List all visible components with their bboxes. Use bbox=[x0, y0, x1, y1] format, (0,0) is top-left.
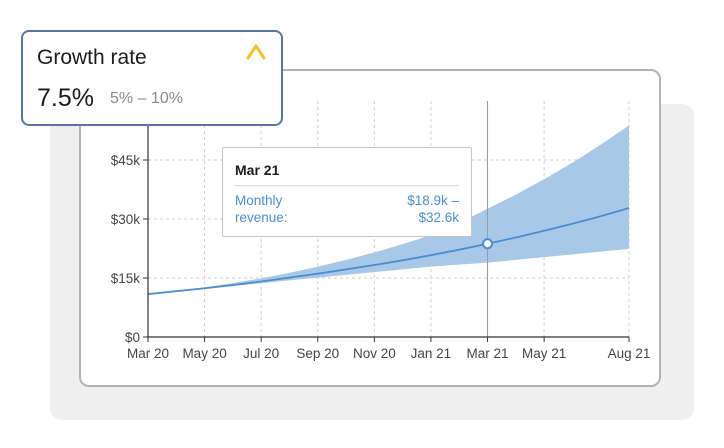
x-tick-label: Mar 21 bbox=[467, 346, 509, 361]
chart-tooltip: Mar 21 Monthly revenue: $18.9k – $32.6k bbox=[222, 147, 472, 237]
series-line bbox=[147, 207, 630, 296]
growth-rate-title: Growth rate bbox=[37, 46, 147, 69]
x-tick-label: Nov 20 bbox=[353, 346, 396, 361]
y-tick-label: $30k bbox=[111, 212, 141, 227]
x-tick-label: Jan 21 bbox=[411, 346, 452, 361]
tooltip-label: Monthly revenue: bbox=[235, 192, 325, 226]
tooltip-date: Mar 21 bbox=[235, 162, 280, 178]
x-tick-label: May 21 bbox=[522, 346, 566, 361]
tooltip-divider bbox=[235, 185, 459, 186]
revenue-chart[interactable]: $0 $15k $30k $45k Mar 20 May 20 Jul 20 Sep 20 No… bbox=[81, 71, 663, 389]
y-tick-label: $45k bbox=[111, 153, 141, 168]
tooltip-value-line2: $32.6k bbox=[418, 210, 459, 225]
growth-rate-range: 5% – 10% bbox=[110, 90, 183, 107]
y-tick-label: $0 bbox=[125, 330, 140, 345]
y-tick-label: $15k bbox=[111, 271, 141, 286]
tooltip-label-line1: Monthly bbox=[235, 193, 283, 208]
x-tick-label: Jul 20 bbox=[243, 346, 279, 361]
x-tick-label: Sep 20 bbox=[296, 346, 339, 361]
tooltip-value: $18.9k – $32.6k bbox=[339, 192, 459, 226]
growth-rate-card[interactable]: Growth rate 7.5% 5% – 10% bbox=[21, 30, 283, 126]
highlight-point bbox=[482, 238, 494, 250]
tooltip-value-line1: $18.9k – bbox=[407, 193, 459, 208]
revenue-range-band bbox=[148, 125, 629, 295]
tooltip-label-line2: revenue: bbox=[235, 210, 288, 225]
chevron-up-icon[interactable] bbox=[245, 41, 267, 61]
x-tick-label: Mar 20 bbox=[127, 346, 169, 361]
x-tick-label: Aug 21 bbox=[608, 346, 651, 361]
growth-rate-value: 7.5% bbox=[37, 84, 94, 112]
x-tick-label: May 20 bbox=[182, 346, 226, 361]
